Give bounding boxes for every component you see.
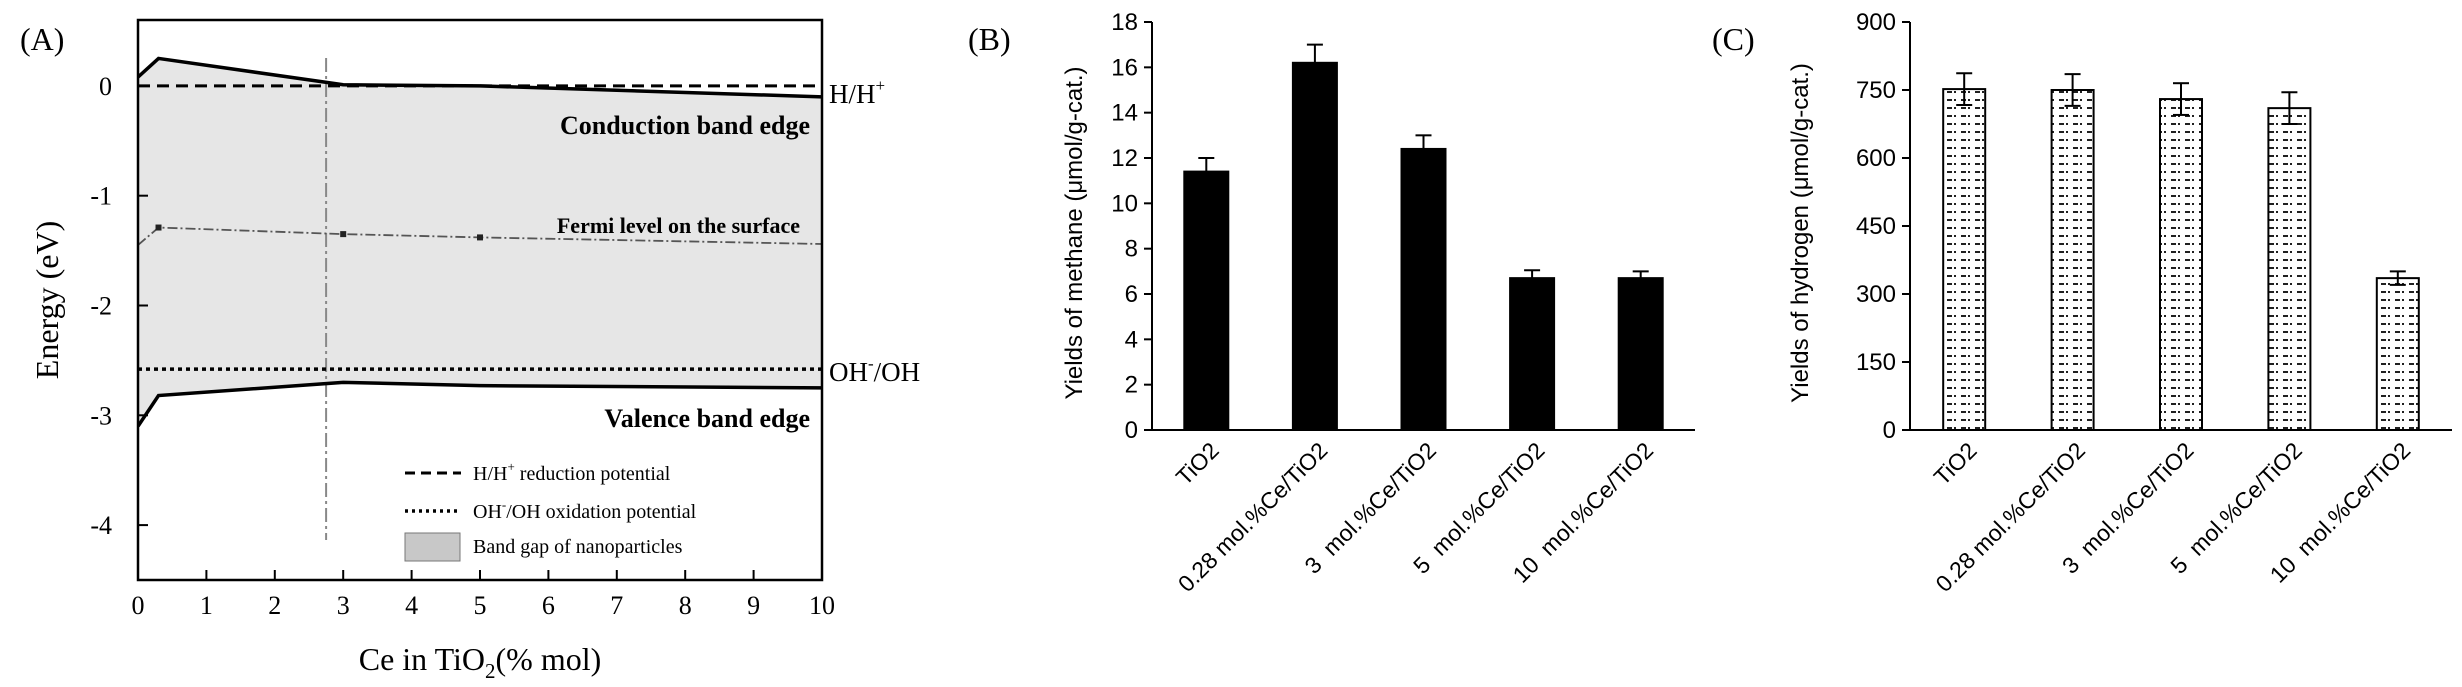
bar	[1617, 277, 1664, 431]
panel-c-y-axis-label: Yields of hydrogen (μmol/g-cat.)	[1787, 63, 1814, 403]
panel-b-bars	[1183, 43, 1664, 432]
panel-c-label: (C)	[1712, 21, 1755, 57]
ohoh-annotation: OH-/OH	[829, 354, 920, 387]
x-tick-label: 5	[474, 591, 487, 620]
panel-a-plot-area	[138, 56, 822, 540]
conduction-band-line	[138, 56, 822, 99]
y-tick-label: -3	[90, 401, 112, 430]
y-tick-label: 300	[1856, 281, 1896, 308]
x-tick-label: TiO2	[1171, 437, 1224, 490]
x-tick-label: TiO2	[1929, 437, 1982, 490]
y-tick-label: 900	[1856, 9, 1896, 36]
valence-band-line	[138, 380, 822, 428]
y-tick-label: 14	[1111, 100, 1138, 127]
y-tick-label: 4	[1125, 326, 1138, 353]
y-tick-label: -4	[90, 511, 112, 540]
panel-c-y-ticks: 0 150 300 450 600 750 900	[1856, 9, 1910, 444]
band-gap-area	[138, 58, 822, 427]
y-tick-label: 8	[1125, 236, 1138, 263]
x-tick-label: 2	[268, 591, 281, 620]
x-tick-label: 7	[610, 591, 623, 620]
panel-a-y-axis-label: Energy (eV)	[29, 221, 65, 379]
y-tick-label: 18	[1111, 9, 1138, 36]
fermi-level-annotation: Fermi level on the surface	[557, 213, 800, 238]
y-tick-label: 750	[1856, 77, 1896, 104]
x-tick-label: 3	[337, 591, 350, 620]
panel-c: (C) Yields of hydrogen (μmol/g-cat.) 0 15…	[1712, 9, 2452, 597]
bar	[2050, 89, 2095, 431]
legend-item-ohoh: OH-/OH oxidation potential	[473, 497, 697, 523]
legend-item-hh: H/H+ reduction potential	[473, 459, 671, 485]
y-tick-label: 10	[1111, 190, 1138, 217]
panel-a-legend: H/H+ reduction potential OH-/OH oxidatio…	[404, 459, 697, 562]
bar	[1509, 277, 1556, 431]
legend-band-swatch	[404, 532, 461, 562]
panel-c-bars	[1942, 72, 2420, 432]
panel-a: (A) 0 1 2 3 4 5 6 7 8 9 10 0 -1 -2 -3 -4 Energy (eV) Ce…	[20, 18, 920, 683]
y-tick-label: 450	[1856, 213, 1896, 240]
bar	[2267, 107, 2312, 431]
y-tick-label: -1	[90, 182, 112, 211]
y-tick-label: 0	[99, 72, 112, 101]
bar	[1183, 170, 1230, 431]
y-tick-label: 16	[1111, 54, 1138, 81]
y-tick-label: 0	[1125, 417, 1138, 444]
bar	[2375, 277, 2420, 431]
hh-annotation: H/H+	[829, 76, 885, 109]
x-tick-label: 1	[200, 591, 213, 620]
panel-a-ticks: 0 1 2 3 4 5 6 7 8 9 10 0 -1 -2 -3 -4	[90, 72, 835, 620]
panel-a-x-axis-label: Ce in TiO2(% mol)	[359, 641, 602, 683]
bar	[2159, 98, 2203, 431]
panel-b: (B) Yields of methane (μmol/g-cat.) 0 2 4 6…	[968, 9, 1695, 597]
fermi-point	[477, 234, 483, 241]
bar	[1942, 88, 1987, 432]
fermi-point	[340, 231, 347, 238]
panel-b-y-axis-label: Yields of methane (μmol/g-cat.)	[1061, 66, 1088, 399]
y-tick-label: 2	[1125, 372, 1138, 399]
x-tick-label: 9	[747, 591, 760, 620]
x-tick-label: 10	[809, 591, 835, 620]
y-tick-label: -2	[90, 291, 112, 320]
y-tick-label: 6	[1125, 281, 1138, 308]
bar	[1291, 61, 1338, 432]
panel-b-label: (B)	[968, 21, 1011, 57]
fermi-level-points	[155, 224, 483, 241]
panel-b-y-ticks: 0 2 4 6 8 10 12 14 16 18	[1111, 9, 1152, 444]
x-tick-label: 4	[405, 591, 418, 620]
x-tick-label: 0	[132, 591, 145, 620]
conduction-band-annotation: Conduction band edge	[560, 111, 810, 140]
panel-a-label: (A)	[20, 21, 64, 57]
y-tick-label: 600	[1856, 145, 1896, 172]
y-tick-label: 12	[1111, 145, 1138, 172]
legend-item-band: Band gap of nanoparticles	[473, 536, 683, 558]
valence-band-annotation: Valence band edge	[604, 404, 810, 433]
x-tick-label: 6	[542, 591, 555, 620]
y-tick-label: 150	[1856, 349, 1896, 376]
fermi-point	[155, 224, 162, 231]
bar	[1400, 147, 1447, 432]
x-tick-label: 8	[679, 591, 692, 620]
y-tick-label: 0	[1883, 417, 1896, 444]
